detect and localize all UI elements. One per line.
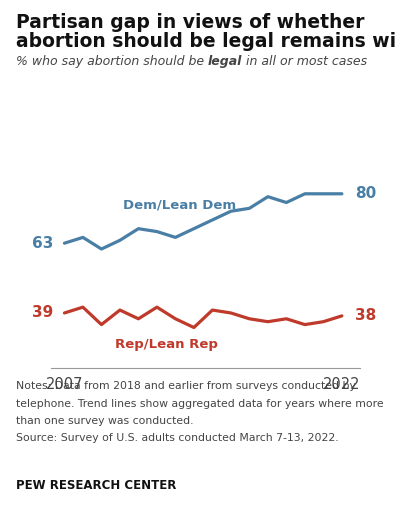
- Text: Rep/Lean Rep: Rep/Lean Rep: [115, 338, 217, 351]
- Text: 38: 38: [355, 308, 376, 323]
- Text: Dem/Lean Dem: Dem/Lean Dem: [122, 198, 236, 211]
- Text: telephone. Trend lines show aggregated data for years where more: telephone. Trend lines show aggregated d…: [16, 399, 383, 409]
- Text: % who say abortion should be: % who say abortion should be: [16, 55, 208, 68]
- Text: in all or most cases: in all or most cases: [242, 55, 367, 68]
- Text: Source: Survey of U.S. adults conducted March 7-13, 2022.: Source: Survey of U.S. adults conducted …: [16, 433, 339, 443]
- Text: legal: legal: [208, 55, 242, 68]
- Text: 39: 39: [32, 306, 53, 320]
- Text: Partisan gap in views of whether: Partisan gap in views of whether: [16, 13, 364, 32]
- Text: 80: 80: [355, 186, 376, 201]
- Text: than one survey was conducted.: than one survey was conducted.: [16, 416, 193, 426]
- Text: PEW RESEARCH CENTER: PEW RESEARCH CENTER: [16, 479, 176, 492]
- Text: Notes: Data from 2018 and earlier from surveys conducted by: Notes: Data from 2018 and earlier from s…: [16, 381, 356, 391]
- Text: 63: 63: [32, 236, 53, 251]
- Text: abortion should be legal remains wide: abortion should be legal remains wide: [16, 32, 396, 50]
